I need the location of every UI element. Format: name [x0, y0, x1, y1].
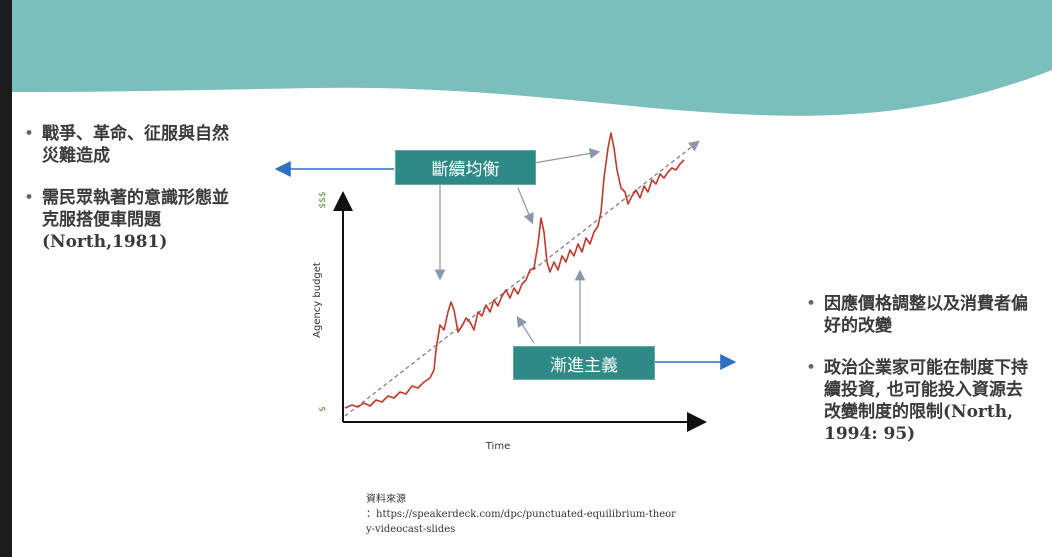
right-bullet-1: 因應價格調整以及消費者偏好的改變: [804, 293, 1029, 337]
left-bullet-list: 戰爭、革命、征服與自然災難造成 需民眾執著的意識形態並克服搭便車問題(North…: [22, 123, 232, 273]
pe-arrow-up-right: [533, 148, 601, 164]
inc-arrow-upper-left: [516, 315, 535, 344]
trend-line: [344, 140, 700, 417]
x-axis-label: Time: [485, 441, 510, 452]
left-bullet-2: 需民眾執著的意識形態並克服搭便車問題(North,1981): [22, 187, 232, 253]
y-axis-label: Agency budget: [312, 262, 323, 338]
left-edge-bar: [0, 0, 12, 557]
header-wave-banner: [12, 0, 1052, 116]
source-citation: 資料來源 ：https://speakerdeck.com/dpc/punctu…: [366, 492, 736, 537]
right-bullet-2: 政治企業家可能在制度下持續投資, 也可能投入資源去改變制度的限制(North, …: [804, 357, 1029, 445]
punctuated-equilibrium-label: 斷續均衡: [395, 150, 536, 185]
y-tick-bottom: $: [318, 406, 328, 412]
source-url-line2: y-videocast-slides: [366, 524, 456, 535]
right-bullet-list: 因應價格調整以及消費者偏好的改變 政治企業家可能在制度下持續投資, 也可能投入資…: [804, 293, 1029, 465]
budget-series-line: [344, 132, 685, 409]
source-heading: 資料來源: [366, 494, 406, 505]
left-bullet-1: 戰爭、革命、征服與自然災難造成: [22, 123, 232, 167]
y-tick-top: $$$: [318, 191, 328, 208]
incrementalism-label: 漸進主義: [513, 346, 655, 380]
pe-arrow-mid: [517, 187, 534, 225]
source-url-line1: ：https://speakerdeck.com/dpc/punctuated-…: [366, 509, 676, 520]
